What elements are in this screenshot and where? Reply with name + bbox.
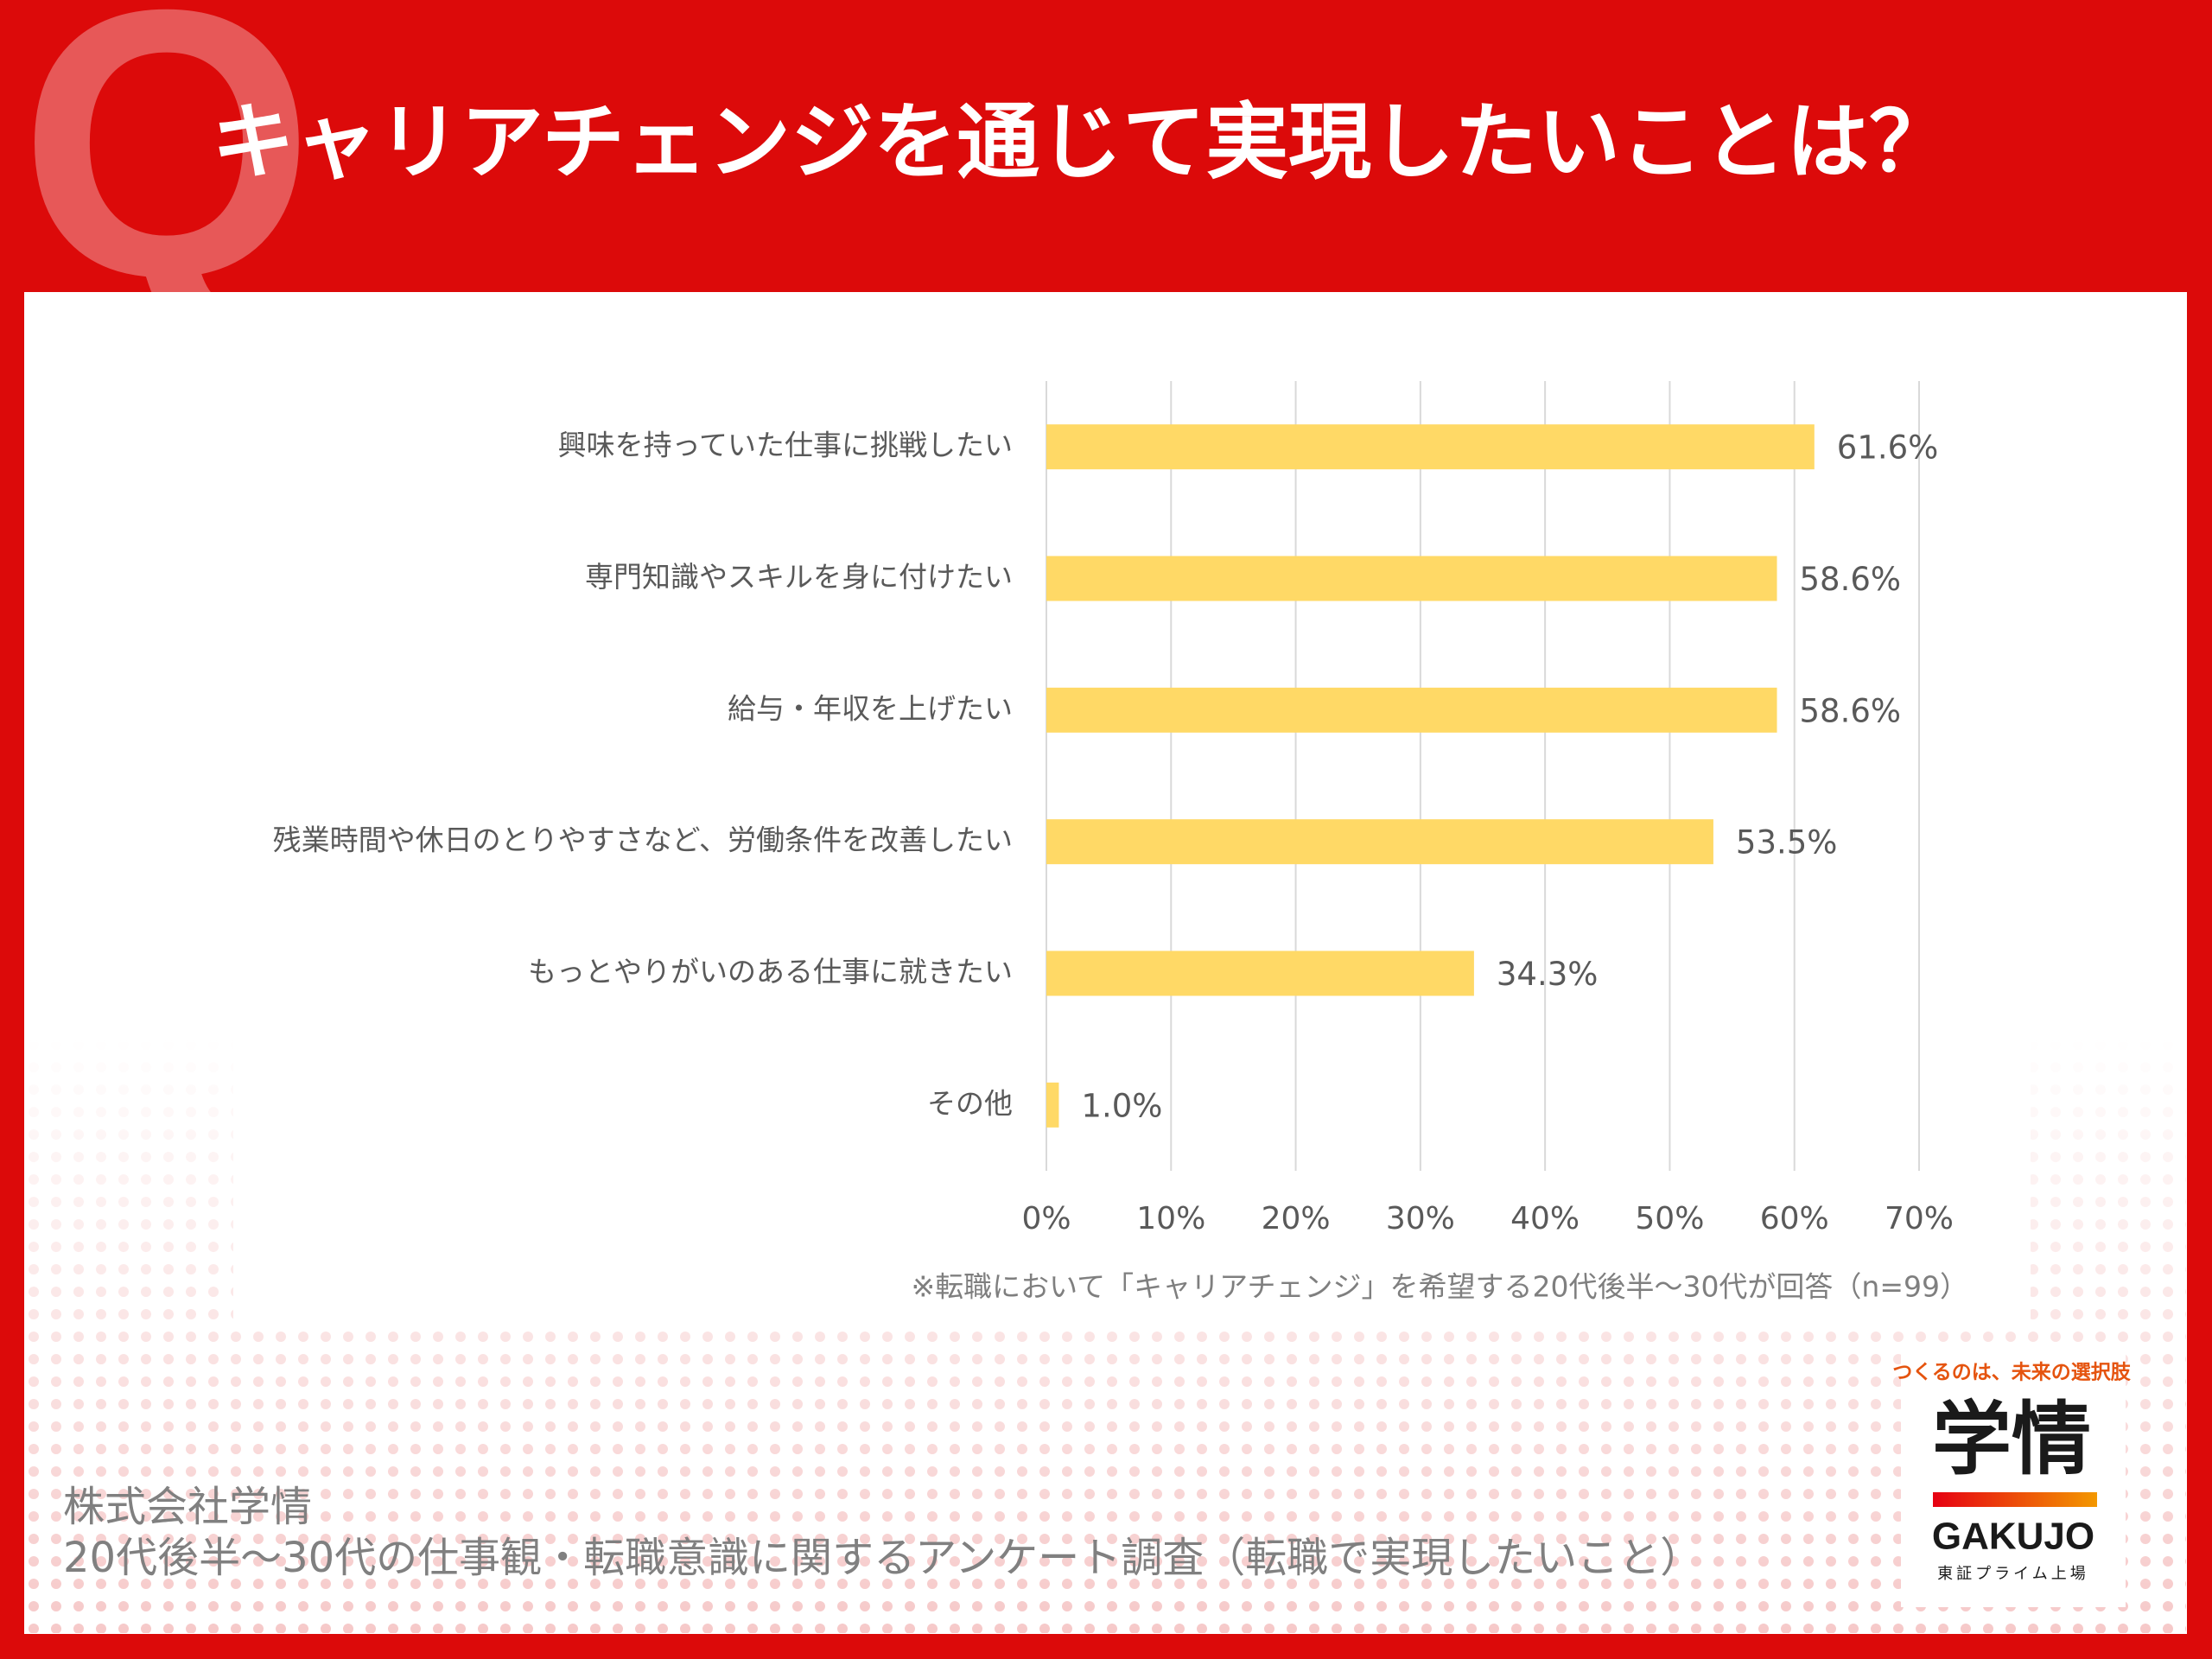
value-label: 1.0% (1081, 1087, 1162, 1124)
x-tick-label: 20% (1262, 1201, 1331, 1236)
category-label: その他 (927, 1086, 1013, 1120)
value-label: 53.5% (1736, 824, 1838, 861)
x-tick-label: 10% (1136, 1201, 1205, 1236)
title: キャリアチェンジを通じて実現したいことは？ (212, 93, 1952, 190)
bar (1046, 950, 1474, 996)
bar (1046, 424, 1815, 470)
footer-company: 株式会社学情 (63, 1483, 312, 1531)
chart: 0% 10% 20% 30% 40% 50% 60% 70% 興味を持っていた仕事に挑戦したい 6… (273, 381, 1954, 1236)
logo-name: GAKUJO (1932, 1516, 2094, 1558)
category-label: 残業時間や休日のとりやすさなど、労働条件を改善したい (273, 823, 1013, 857)
value-label: 61.6% (1837, 429, 1939, 467)
category-label: 専門知識やスキルを身に付けたい (585, 560, 1013, 594)
x-tick-label: 0% (1021, 1201, 1071, 1236)
category-label: 給与・年収を上げたい (728, 691, 1013, 725)
x-tick-label: 40% (1510, 1201, 1580, 1236)
x-tick-label: 50% (1635, 1201, 1704, 1236)
bar (1046, 687, 1777, 733)
value-label: 34.3% (1497, 956, 1599, 993)
value-label: 58.6% (1800, 692, 1902, 729)
category-label: もっとやりがいのある仕事に就きたい (528, 955, 1013, 988)
bar (1046, 556, 1777, 601)
chart-note: ※転職において「キャリアチェンジ」を希望する20代後半～30代が回答（n=99） (911, 1270, 1968, 1304)
footer-survey: 20代後半～30代の仕事観・転職意識に関するアンケート調査（転職で実現したいこと… (63, 1534, 1701, 1582)
logo-bar (1933, 1492, 2097, 1507)
logo-box (1901, 1348, 2126, 1607)
category-label: 興味を持っていた仕事に挑戦したい (558, 429, 1013, 462)
x-tick-label: 30% (1386, 1201, 1455, 1236)
logo-tagline: つくるのは、未来の選択肢 (1892, 1362, 2132, 1384)
bar (1046, 1082, 1059, 1128)
value-label: 58.6% (1800, 561, 1902, 598)
bar (1046, 819, 1713, 865)
x-tick-label: 70% (1885, 1201, 1954, 1236)
logo-mark: 学情 (1932, 1393, 2091, 1485)
logo-listing: 東証プライム上場 (1937, 1565, 2089, 1583)
x-tick-label: 60% (1760, 1201, 1829, 1236)
